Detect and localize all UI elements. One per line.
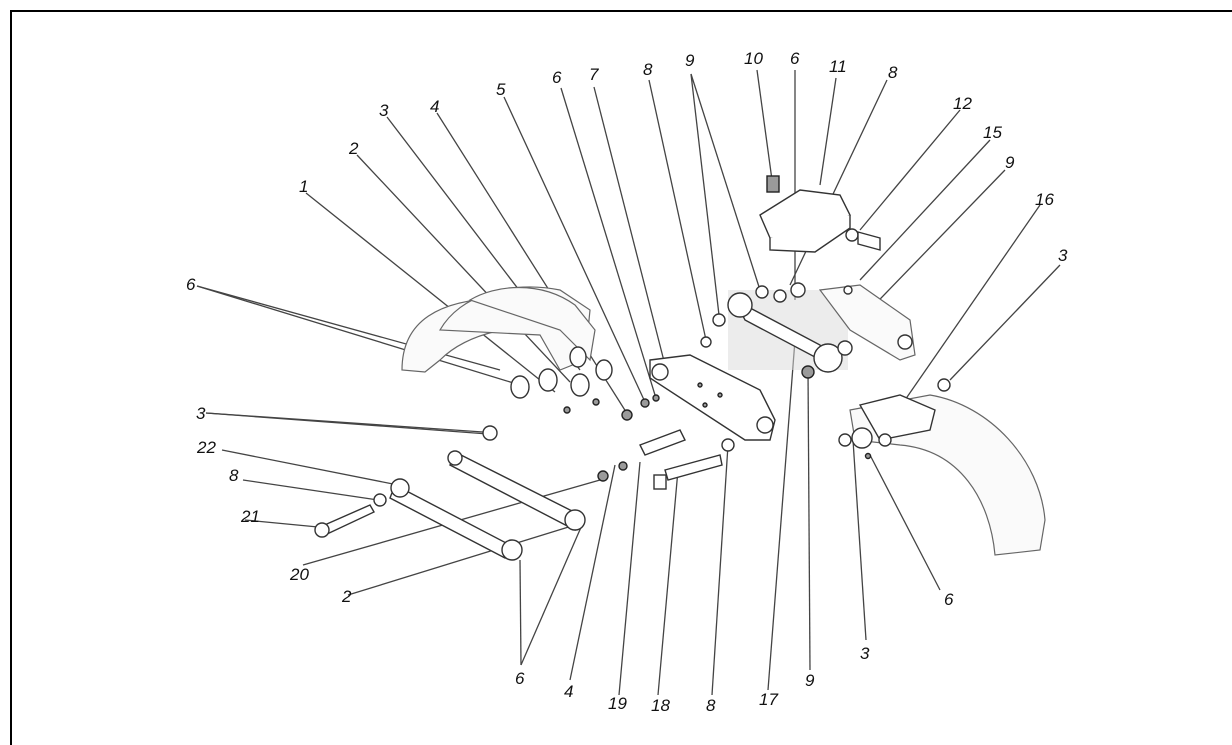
callout-12: 12 <box>953 94 972 113</box>
right-bracket-arm <box>818 284 916 361</box>
callout-3: 3 <box>196 404 206 423</box>
callout-6: 6 <box>944 590 954 609</box>
callout-8: 8 <box>643 60 653 79</box>
callout-2: 2 <box>348 139 359 158</box>
leader-lines <box>196 69 1061 696</box>
callout-9: 9 <box>685 51 695 70</box>
callout-10: 10 <box>744 49 763 68</box>
callout-22: 22 <box>196 438 216 457</box>
callout-9: 9 <box>805 671 815 690</box>
callout-17: 17 <box>759 690 778 709</box>
right-fork-tine <box>838 378 1046 556</box>
center-mounting-plate <box>649 354 776 441</box>
callout-6: 6 <box>790 49 800 68</box>
callout-3: 3 <box>860 644 870 663</box>
callout-labels: 1 2 2 3 3 3 3 4 4 5 6 6 6 6 6 7 8 8 8 8 … <box>186 49 1068 715</box>
callout-6: 6 <box>552 68 562 87</box>
callout-8: 8 <box>888 63 898 82</box>
callout-15: 15 <box>983 123 1002 142</box>
callout-9: 9 <box>1005 153 1015 172</box>
callout-18: 18 <box>651 696 670 715</box>
top-bracket <box>759 175 881 253</box>
left-fork-tine-front <box>401 286 596 373</box>
callout-6: 6 <box>515 669 525 688</box>
callout-1: 1 <box>299 177 308 196</box>
upper-roller-assembly <box>700 282 853 379</box>
callout-6: 6 <box>186 275 196 294</box>
callout-8: 8 <box>706 696 716 715</box>
lower-linkage <box>314 394 735 561</box>
callout-19: 19 <box>608 694 627 713</box>
callout-4: 4 <box>430 97 439 116</box>
callout-3: 3 <box>1058 246 1068 265</box>
callout-4: 4 <box>564 682 573 701</box>
callout-21: 21 <box>240 507 260 526</box>
callout-5: 5 <box>496 80 506 99</box>
callout-11: 11 <box>829 57 847 76</box>
callout-2: 2 <box>341 587 352 606</box>
callout-7: 7 <box>589 65 599 84</box>
left-fork-hubs <box>510 346 613 414</box>
callout-20: 20 <box>289 565 309 584</box>
callout-3: 3 <box>379 101 389 120</box>
callout-16: 16 <box>1035 190 1054 209</box>
diagram-frame <box>10 10 1232 745</box>
callout-8: 8 <box>229 466 239 485</box>
